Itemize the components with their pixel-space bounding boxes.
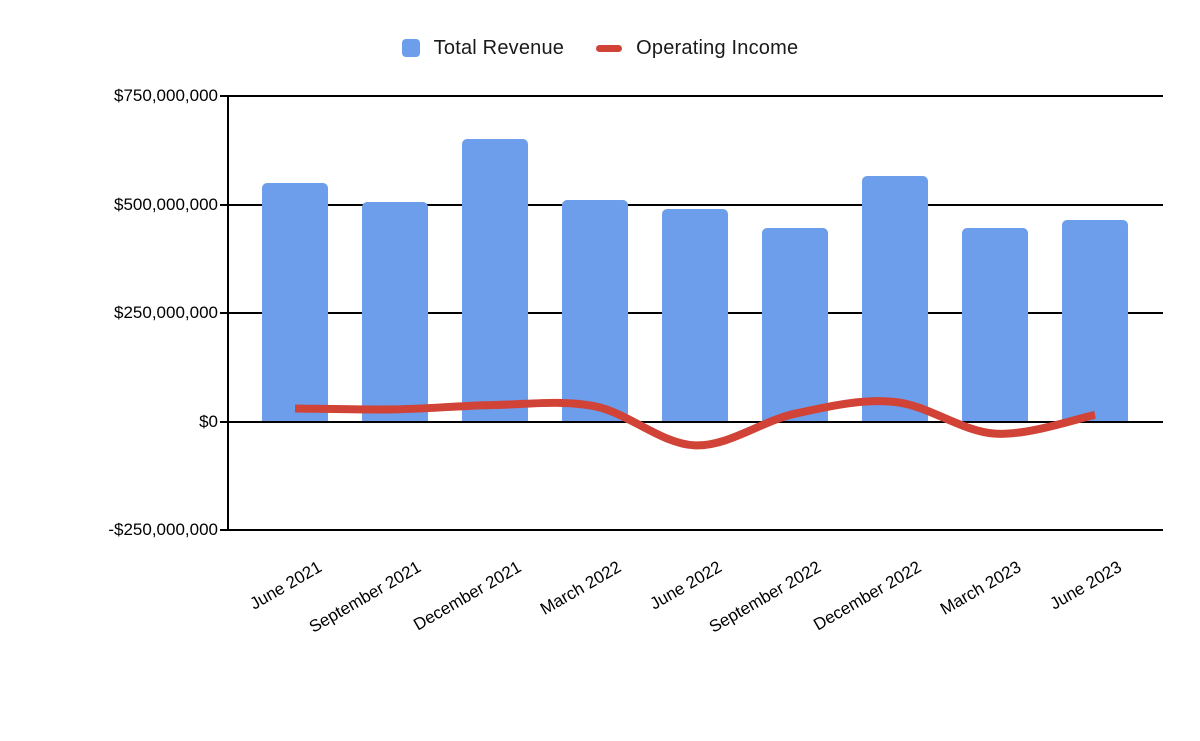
operating-income-swatch-icon bbox=[596, 44, 623, 52]
y-axis-label: -$250,000,000 bbox=[108, 520, 218, 539]
bar-march-2023[interactable] bbox=[962, 228, 1028, 422]
bar-june-2023[interactable] bbox=[1062, 219, 1128, 422]
bar-december-2022[interactable] bbox=[862, 176, 928, 422]
y-axis-label: $500,000,000 bbox=[114, 194, 218, 214]
bar-june-2021[interactable] bbox=[262, 182, 328, 422]
legend-label-operating-income: Operating Income bbox=[636, 36, 799, 59]
legend-item-total-revenue[interactable]: Total Revenue bbox=[401, 36, 565, 60]
y-axis-label: $250,000,000 bbox=[114, 303, 218, 322]
gridline--250000000 bbox=[228, 529, 1163, 531]
y-axis-line bbox=[227, 95, 229, 531]
bar-march-2022[interactable] bbox=[562, 200, 628, 422]
bar-june-2022[interactable] bbox=[662, 208, 728, 422]
y-axis-tick bbox=[220, 529, 228, 531]
y-axis-label: $0 bbox=[199, 411, 218, 431]
y-axis-tick bbox=[220, 420, 228, 423]
gridline-750000000 bbox=[228, 95, 1163, 97]
y-axis-tick bbox=[220, 95, 228, 97]
y-axis-tick bbox=[220, 203, 228, 206]
gridline-500000000 bbox=[228, 203, 1163, 206]
bar-december-2021[interactable] bbox=[462, 139, 528, 422]
y-axis-label: $750,000,000 bbox=[114, 86, 218, 105]
operating-income-line[interactable] bbox=[294, 397, 1096, 450]
bar-september-2022[interactable] bbox=[762, 228, 828, 422]
gridline-0 bbox=[228, 420, 1163, 423]
chart-legend: Total Revenue Operating Income bbox=[0, 33, 1200, 63]
legend-label-total-revenue: Total Revenue bbox=[433, 36, 565, 59]
legend-item-operating-income[interactable]: Operating Income bbox=[596, 37, 798, 60]
y-axis-tick bbox=[220, 312, 228, 314]
total-revenue-swatch-icon bbox=[401, 39, 420, 57]
bar-september-2021[interactable] bbox=[362, 202, 428, 422]
